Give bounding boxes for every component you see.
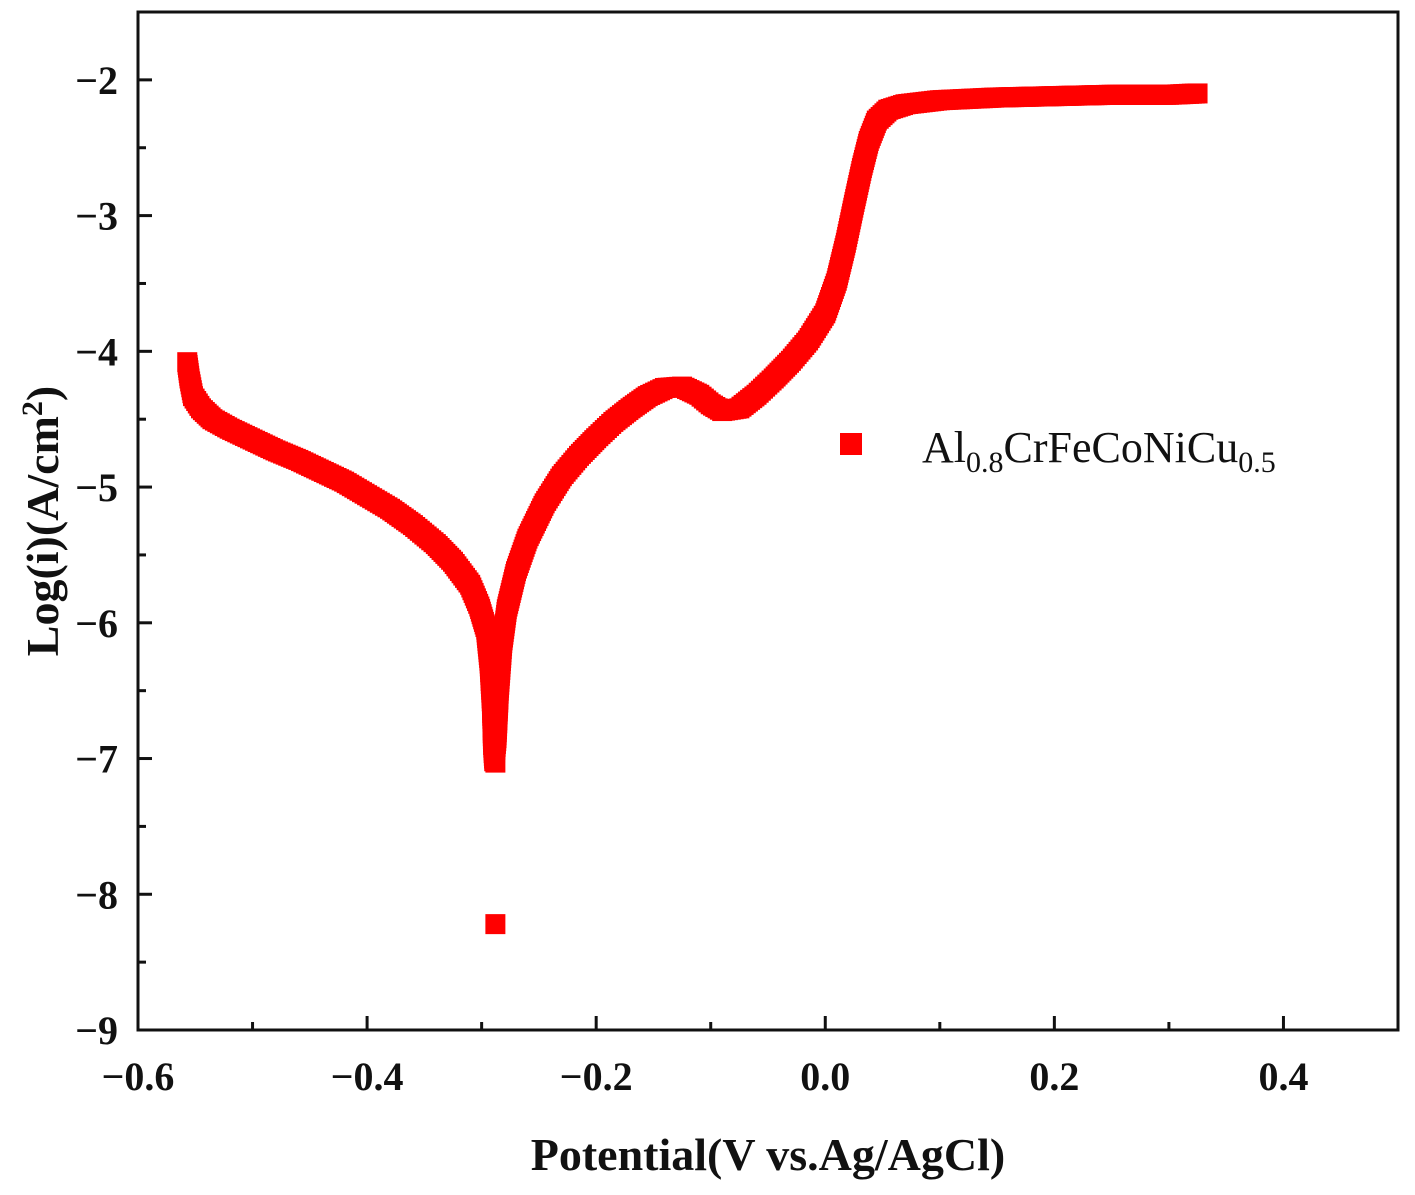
y-axis-title-main: Log(i)(A/cm (17, 416, 68, 656)
y-tick-label: −7 (75, 737, 118, 782)
x-tick-label: −0.2 (560, 1054, 633, 1099)
y-tick-label: −6 (75, 601, 118, 646)
y-tick-label: −2 (75, 58, 118, 103)
outlier-point (485, 914, 506, 935)
outlier-point (485, 752, 506, 773)
x-tick-label: −0.6 (102, 1054, 175, 1099)
x-tick-label: −0.4 (331, 1054, 404, 1099)
x-axis-title: Potential(V vs.Ag/AgCl) (531, 1129, 1005, 1180)
legend-label-part: Al (922, 423, 966, 472)
legend-marker (840, 433, 862, 455)
y-tick-label: −9 (75, 1008, 118, 1053)
y-tick-label: −4 (75, 329, 118, 374)
x-axis: −0.6 −0.4 −0.2 0.0 0.2 0.4 (102, 1016, 1308, 1099)
y-axis-title-sup: 2 (16, 401, 49, 416)
legend-label-part: CrFeCoNiCu (1004, 423, 1239, 472)
legend: Al0.8CrFeCoNiCu0.5 (840, 423, 1276, 479)
data-point (1187, 83, 1208, 104)
legend-label-subscript: 0.8 (966, 446, 1004, 479)
y-tick-label: −8 (75, 872, 118, 917)
plot-frame (136, 10, 1400, 1032)
legend-label-subscript: 0.5 (1238, 446, 1276, 479)
y-axis-title: Log(i)(A/cm2) (16, 386, 69, 656)
x-tick-label: 0.4 (1258, 1054, 1308, 1099)
y-axis: −2 −3 −4 −5 −6 −7 −8 −9 (75, 10, 152, 1053)
y-axis-title-end: ) (17, 386, 68, 401)
x-tick-label: 0.0 (800, 1054, 850, 1099)
plot-series (177, 83, 1208, 935)
y-tick-label: −5 (75, 465, 118, 510)
x-tick-label: 0.2 (1029, 1054, 1079, 1099)
legend-label: Al0.8CrFeCoNiCu0.5 (922, 423, 1276, 479)
y-tick-label: −3 (75, 194, 118, 239)
